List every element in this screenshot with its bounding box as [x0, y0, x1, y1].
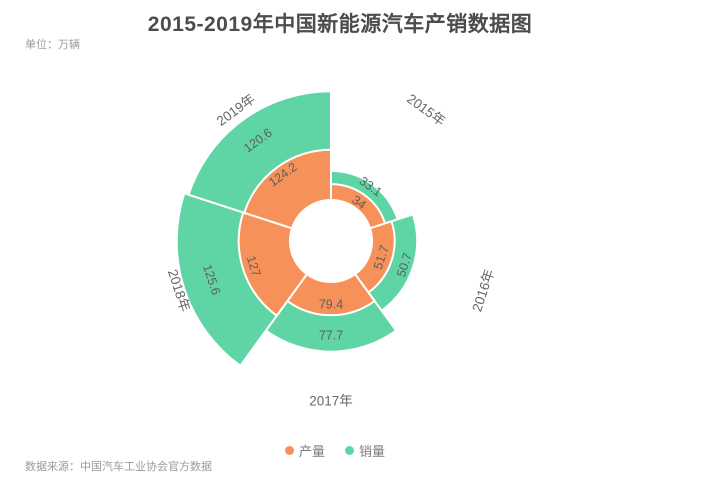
- value-label-2017-sales: 77.7: [319, 329, 343, 343]
- value-label-2015-production: 34: [349, 193, 369, 213]
- category-label-2016: 2016年: [469, 267, 497, 313]
- sales-legend-dot-icon: [345, 446, 354, 455]
- chart-title: 2015-2019年中国新能源汽车产销数据图: [147, 13, 533, 36]
- legend-item-sales[interactable]: 销量: [345, 441, 385, 460]
- legend-item-production[interactable]: 产量: [284, 441, 325, 460]
- sector-2019-production[interactable]: [243, 148, 332, 230]
- legend-label-sales: 销量: [359, 444, 386, 459]
- legend-label-production: 产量: [298, 444, 325, 459]
- unit-label: 单位：万辆: [25, 39, 80, 51]
- production-legend-dot-icon: [284, 446, 294, 455]
- category-label-2017: 2017年: [309, 394, 353, 409]
- category-label-2015: 2015年: [404, 91, 448, 129]
- data-source-label: 数据来源：中国汽车工业协会官方数据: [25, 461, 212, 473]
- sector-2018-production[interactable]: [237, 211, 308, 317]
- value-label-2018-production: 127: [244, 254, 264, 278]
- value-label-2017-production: 79.4: [319, 297, 343, 311]
- legend: 产量 销量: [0, 441, 670, 460]
